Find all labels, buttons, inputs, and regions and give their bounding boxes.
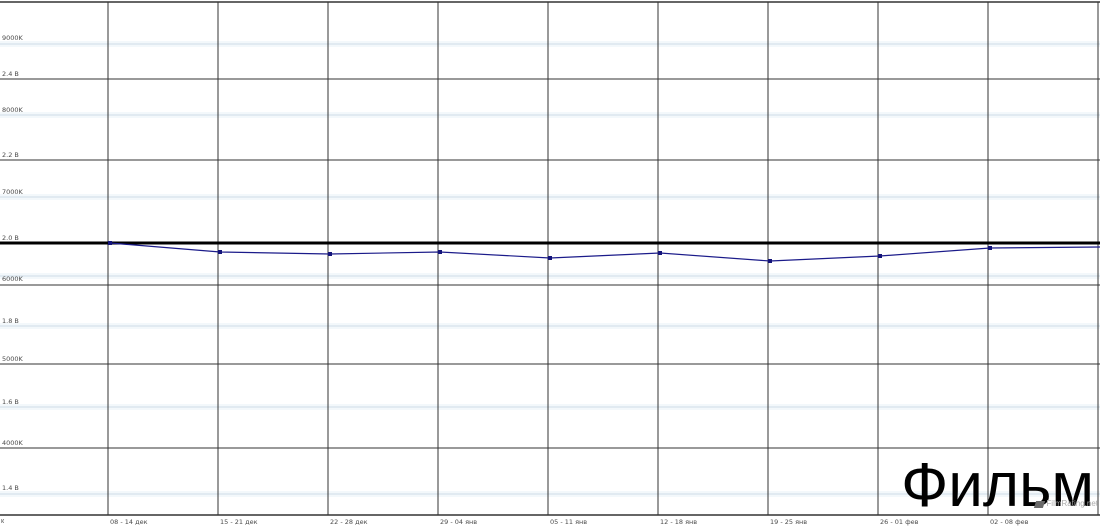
- y-axis-tick-label: 5000K: [2, 355, 24, 363]
- y-axis-tick-label: 1.4 B: [2, 484, 19, 492]
- x-axis-tick-label: 19 - 25 янв: [770, 518, 807, 526]
- y-axis-tick-label: 8000K: [2, 106, 24, 114]
- data-point-marker: [548, 256, 552, 260]
- y-axis-tick-label: 1.6 B: [2, 398, 19, 406]
- data-point-marker: [328, 252, 332, 256]
- axis-corner-mark: к: [1, 518, 5, 525]
- y-axis-tick-label: 1.8 B: [2, 317, 19, 325]
- y-axis-tick-label: 4000K: [2, 439, 24, 447]
- x-axis-tick-label: 02 - 08 фев: [990, 518, 1029, 526]
- data-point-marker: [988, 246, 992, 250]
- data-point-marker: [658, 251, 662, 255]
- x-axis-tick-label: 08 - 14 дек: [110, 518, 148, 526]
- y-axis-tick-label: 6000K: [2, 275, 24, 283]
- y-axis-tick-label: 2.2 B: [2, 151, 19, 159]
- data-point-marker: [878, 254, 882, 258]
- data-point-marker: [438, 250, 442, 254]
- y-axis-tick-label: 9000K: [2, 34, 24, 42]
- data-point-marker: [108, 241, 112, 245]
- watermark-text: FilmRating.net: [1046, 499, 1098, 508]
- data-point-marker: [218, 250, 222, 254]
- data-point-marker: [768, 259, 772, 263]
- x-axis-tick-label: 22 - 28 дек: [330, 518, 368, 526]
- y-axis-tick-label: 2.4 B: [2, 70, 19, 78]
- watermark: FilmRating.net: [1034, 499, 1098, 509]
- category-title: Фильм: [901, 451, 1094, 520]
- x-axis-tick-label: 05 - 11 янв: [550, 518, 587, 526]
- y-axis-tick-label: 2.0 B: [2, 234, 19, 242]
- x-axis-tick-label: 12 - 18 янв: [660, 518, 697, 526]
- x-axis-tick-label: 15 - 21 дек: [220, 518, 258, 526]
- x-axis-tick-label: 29 - 04 янв: [440, 518, 477, 526]
- y-axis-tick-label: 7000K: [2, 188, 24, 196]
- series-line: [109, 242, 1100, 262]
- x-axis-tick-label: 26 - 01 фев: [880, 518, 919, 526]
- watermark-logo-icon: [1034, 500, 1046, 508]
